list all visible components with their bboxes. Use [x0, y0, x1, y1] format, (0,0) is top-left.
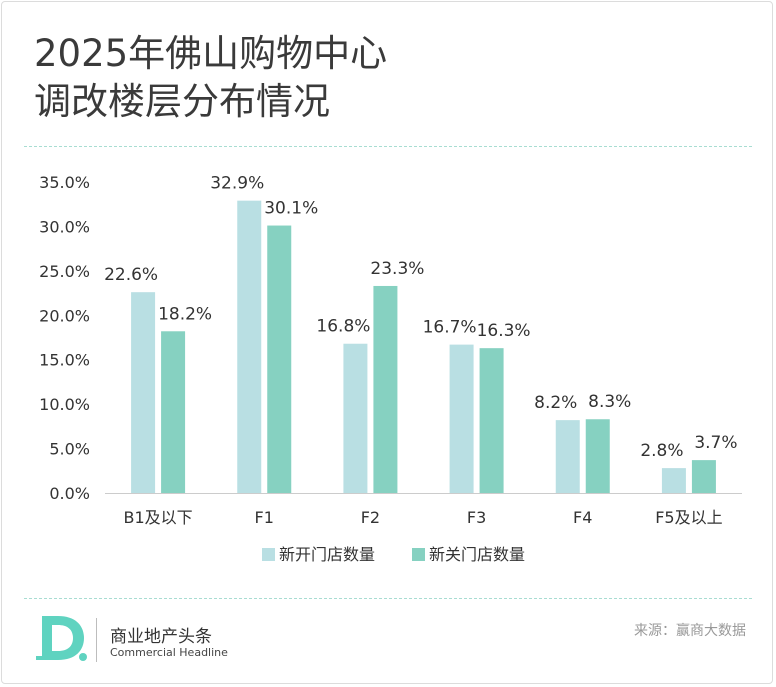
x-tick-label: F5及以上 [655, 508, 722, 527]
brand-name-cn: 商业地产头条 [110, 627, 212, 647]
data-label: 8.2% [534, 393, 577, 413]
bar-new-open [343, 343, 368, 493]
y-tick-label: 30.0% [39, 217, 90, 236]
data-label: 3.7% [694, 433, 737, 453]
bottom-divider [24, 598, 752, 599]
x-tick-label: F2 [361, 508, 380, 527]
y-tick-label: 0.0% [49, 484, 90, 503]
y-tick-label: 5.0% [49, 440, 90, 459]
bar-new-open [555, 420, 580, 493]
data-label: 30.1% [264, 199, 318, 219]
legend-swatch [412, 548, 425, 561]
chart-title-line-1: 2025年佛山购物中心 [34, 32, 388, 75]
data-label: 16.3% [477, 321, 531, 341]
data-label: 22.6% [104, 265, 158, 285]
y-tick-label: 25.0% [39, 262, 90, 281]
brand-divider [96, 618, 97, 662]
bar-new-close [585, 419, 610, 493]
bar-new-close [479, 348, 504, 493]
logo-d-icon [36, 616, 87, 661]
chart-title-line-2: 调改楼层分布情况 [34, 80, 330, 123]
bar-new-close [267, 225, 292, 494]
brand-name-en: Commercial Headline [110, 646, 228, 659]
x-tick-label: F1 [255, 508, 274, 527]
legend-label: 新开门店数量 [279, 545, 375, 564]
bar-chart: 0.0% 5.0% 10.0% 15.0% 20.0% 25.0% 30.0% 35.0% 22… [39, 173, 742, 564]
x-tick-label: B1及以下 [123, 508, 192, 527]
bar-new-close [373, 285, 398, 493]
data-label: 8.3% [588, 392, 631, 412]
data-label: 16.8% [316, 317, 370, 337]
data-label: 16.7% [423, 318, 477, 338]
data-label: 18.2% [158, 304, 212, 324]
bar-new-open [661, 468, 686, 493]
bar-new-open [131, 292, 156, 493]
legend-swatch [262, 548, 275, 561]
top-divider [24, 146, 752, 147]
bar-new-close [691, 460, 716, 493]
y-tick-label: 15.0% [39, 351, 90, 370]
data-label: 32.9% [210, 174, 264, 194]
bar-new-close [161, 331, 186, 493]
bar-new-open [449, 344, 474, 493]
legend-label: 新关门店数量 [429, 545, 525, 564]
y-tick-label: 20.0% [39, 306, 90, 325]
y-tick-label: 35.0% [39, 173, 90, 192]
bar-new-open [237, 200, 262, 493]
data-source: 来源：赢商大数据 [634, 623, 746, 639]
data-label: 2.8% [640, 441, 683, 461]
y-tick-label: 10.0% [39, 395, 90, 414]
chart-title: 2025年佛山购物中心 调改楼层分布情况 [34, 30, 387, 126]
x-tick-label: F4 [573, 508, 592, 527]
x-tick-label: F3 [467, 508, 486, 527]
data-label: 23.3% [370, 259, 424, 279]
